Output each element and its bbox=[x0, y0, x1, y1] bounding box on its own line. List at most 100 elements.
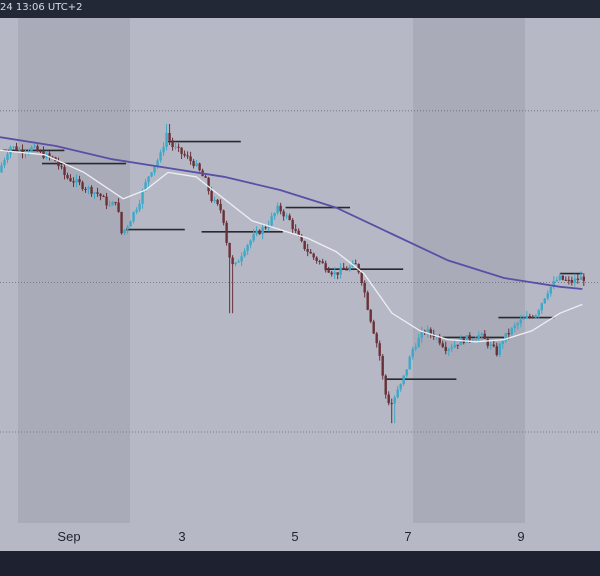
candle-body-70 bbox=[210, 191, 213, 202]
candle-body-97 bbox=[291, 219, 294, 230]
candle-body-116 bbox=[348, 266, 351, 271]
candle-body-82 bbox=[246, 245, 249, 252]
candle-body-41 bbox=[123, 229, 126, 234]
weekend-band-0 bbox=[18, 18, 130, 551]
candle-body-55 bbox=[165, 133, 168, 147]
candle-body-122 bbox=[366, 292, 369, 310]
candle-body-88 bbox=[264, 227, 267, 229]
candle-body-163 bbox=[489, 344, 492, 346]
candle-body-43 bbox=[129, 221, 132, 227]
candle-body-147 bbox=[441, 343, 444, 347]
candle-body-25 bbox=[75, 179, 78, 183]
candle-body-6 bbox=[18, 149, 21, 151]
candle-body-138 bbox=[414, 347, 417, 349]
candle-body-167 bbox=[501, 341, 504, 344]
candle-body-76 bbox=[228, 242, 231, 258]
candle-body-31 bbox=[93, 192, 96, 194]
candle-body-58 bbox=[174, 146, 177, 148]
candle-body-175 bbox=[525, 316, 528, 319]
candle-body-32 bbox=[96, 192, 99, 194]
candle-body-104 bbox=[312, 253, 315, 258]
candle-body-155 bbox=[465, 335, 468, 343]
candle-body-49 bbox=[147, 176, 150, 183]
candle-body-169 bbox=[507, 333, 510, 335]
candle-body-7 bbox=[21, 149, 24, 154]
candle-body-170 bbox=[510, 328, 513, 335]
candle-body-45 bbox=[135, 209, 138, 213]
candle-body-68 bbox=[204, 176, 207, 178]
candle-body-118 bbox=[354, 263, 357, 265]
candle-body-22 bbox=[66, 174, 69, 179]
candle-body-108 bbox=[324, 263, 327, 271]
candle-body-111 bbox=[333, 272, 336, 275]
candle-body-98 bbox=[294, 229, 297, 231]
x-tick-label-3: 7 bbox=[404, 529, 411, 544]
candle-body-3 bbox=[9, 146, 12, 155]
candle-body-181 bbox=[543, 298, 546, 304]
timestamp-label: 24 13:06 UTC+2 bbox=[0, 2, 83, 13]
candle-body-173 bbox=[519, 319, 522, 324]
candle-body-158 bbox=[474, 339, 477, 341]
candle-body-174 bbox=[522, 318, 525, 320]
candle-body-107 bbox=[321, 261, 324, 264]
candle-body-56 bbox=[168, 133, 171, 141]
candle-body-120 bbox=[360, 272, 363, 283]
candle-body-34 bbox=[102, 196, 105, 198]
price-chart[interactable]: Sep 3 5 7 9 bbox=[0, 18, 600, 551]
candle-body-168 bbox=[504, 333, 507, 342]
candle-body-30 bbox=[90, 187, 93, 194]
candle-body-136 bbox=[408, 356, 411, 370]
candle-body-126 bbox=[378, 343, 381, 356]
candle-body-140 bbox=[420, 331, 423, 338]
candle-body-145 bbox=[435, 336, 438, 338]
candle-body-35 bbox=[105, 196, 108, 206]
candle-body-161 bbox=[483, 333, 486, 339]
candle-body-90 bbox=[270, 216, 273, 226]
candle-body-61 bbox=[183, 153, 186, 156]
candle-body-135 bbox=[405, 369, 408, 376]
candle-body-52 bbox=[156, 160, 159, 167]
candle-body-75 bbox=[225, 222, 228, 243]
candle-body-27 bbox=[81, 182, 84, 189]
candle-body-162 bbox=[486, 338, 489, 346]
chart-bottom-bar bbox=[0, 551, 600, 576]
candle-body-165 bbox=[495, 346, 498, 355]
candle-body-69 bbox=[207, 177, 210, 192]
candle-body-46 bbox=[138, 203, 141, 210]
candle-body-180 bbox=[540, 303, 543, 311]
candle-body-9 bbox=[27, 151, 30, 153]
candle-body-121 bbox=[363, 282, 366, 293]
candle-body-125 bbox=[375, 333, 378, 344]
candle-body-149 bbox=[447, 349, 450, 351]
chart-top-bar: 24 13:06 UTC+2 bbox=[0, 0, 600, 18]
candle-body-128 bbox=[384, 375, 387, 395]
candle-body-106 bbox=[318, 260, 321, 262]
candle-body-177 bbox=[531, 316, 534, 318]
candle-body-93 bbox=[279, 205, 282, 212]
candle-body-171 bbox=[513, 325, 516, 329]
candle-body-99 bbox=[297, 230, 300, 236]
candle-body-28 bbox=[84, 188, 87, 190]
candle-body-91 bbox=[273, 213, 276, 217]
candle-body-48 bbox=[144, 182, 147, 191]
candle-body-24 bbox=[72, 181, 75, 183]
candle-body-53 bbox=[159, 152, 162, 161]
candle-body-113 bbox=[339, 267, 342, 275]
candle-body-143 bbox=[429, 329, 432, 335]
candle-body-187 bbox=[561, 275, 564, 280]
candle-body-95 bbox=[285, 215, 288, 217]
candle-body-100 bbox=[300, 235, 303, 241]
candle-body-185 bbox=[555, 279, 558, 282]
candle-body-33 bbox=[99, 193, 102, 197]
candle-body-194 bbox=[582, 276, 586, 281]
candle-body-26 bbox=[78, 179, 81, 183]
candle-body-20 bbox=[60, 166, 63, 168]
candle-body-189 bbox=[567, 279, 571, 281]
candle-body-123 bbox=[369, 309, 372, 322]
candle-body-47 bbox=[141, 190, 144, 204]
candle-body-139 bbox=[417, 337, 420, 348]
candle-body-39 bbox=[117, 202, 120, 212]
candle-body-127 bbox=[381, 355, 384, 376]
candle-body-129 bbox=[387, 394, 390, 404]
candle-body-105 bbox=[315, 257, 318, 261]
